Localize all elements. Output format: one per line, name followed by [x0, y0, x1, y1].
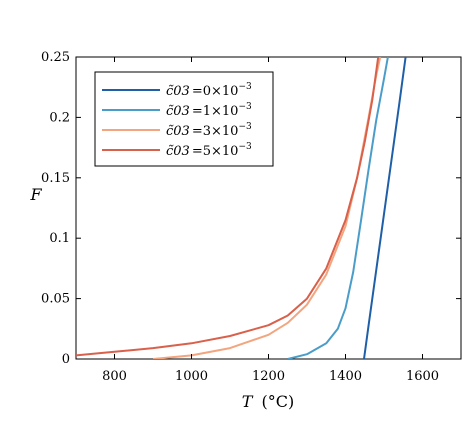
- legend-items: c̃03 =0×10−3c̃03 =1×10−3c̃03 =3×10−3c̃03 =5×…: [102, 82, 252, 159]
- x-tick-label: 1600: [406, 369, 439, 384]
- ticks-layer: 800 1000 1200 1400 1600 0 0.05 0.1 0.15 0.2 0.25: [41, 50, 461, 384]
- series-line-0: [363, 57, 407, 359]
- legend: c̃03 =0×10−3c̃03 =1×10−3c̃03 =3×10−3c̃03 =5×…: [94, 71, 274, 167]
- y-tick-label: 0.05: [41, 292, 70, 307]
- legend-value: =0×10: [192, 84, 239, 99]
- legend-value: =5×10: [192, 144, 239, 159]
- x-axis-label-unit: (°C): [262, 392, 295, 411]
- series-line-3: [76, 57, 380, 357]
- legend-symbol: c̃03: [166, 144, 190, 159]
- x-axis-label: T (°C): [242, 392, 295, 411]
- x-tick-label: 1200: [252, 369, 285, 384]
- x-axis-label-var: T: [242, 392, 254, 411]
- y-tick-label: 0.1: [49, 231, 70, 246]
- y-tick-label: 0.2: [49, 110, 70, 125]
- legend-label-0: c̃03 =0×10−3: [166, 82, 252, 99]
- y-axis-label: F: [29, 185, 42, 204]
- legend-label-2: c̃03 =3×10−3: [166, 122, 252, 139]
- legend-symbol: c̃03: [166, 104, 190, 119]
- legend-exponent: −3: [238, 122, 252, 132]
- legend-exponent: −3: [238, 142, 252, 152]
- y-tick-label: 0: [62, 352, 70, 367]
- x-tick-label: 800: [102, 369, 127, 384]
- legend-symbol: c̃03: [166, 84, 190, 99]
- legend-exponent: −3: [238, 82, 252, 92]
- series-layer: [76, 57, 407, 359]
- legend-label-1: c̃03 =1×10−3: [166, 102, 252, 119]
- legend-value: =1×10: [192, 104, 239, 119]
- legend-value: =3×10: [192, 124, 239, 139]
- x-tick-label: 1400: [329, 369, 362, 384]
- series-line-1: [287, 57, 389, 359]
- x-tick-label: 1000: [175, 369, 208, 384]
- legend-symbol: c̃03: [166, 124, 190, 139]
- legend-label-3: c̃03 =5×10−3: [166, 142, 252, 159]
- y-tick-label: 0.15: [41, 171, 70, 186]
- y-tick-label: 0.25: [41, 50, 70, 65]
- legend-exponent: −3: [238, 102, 252, 112]
